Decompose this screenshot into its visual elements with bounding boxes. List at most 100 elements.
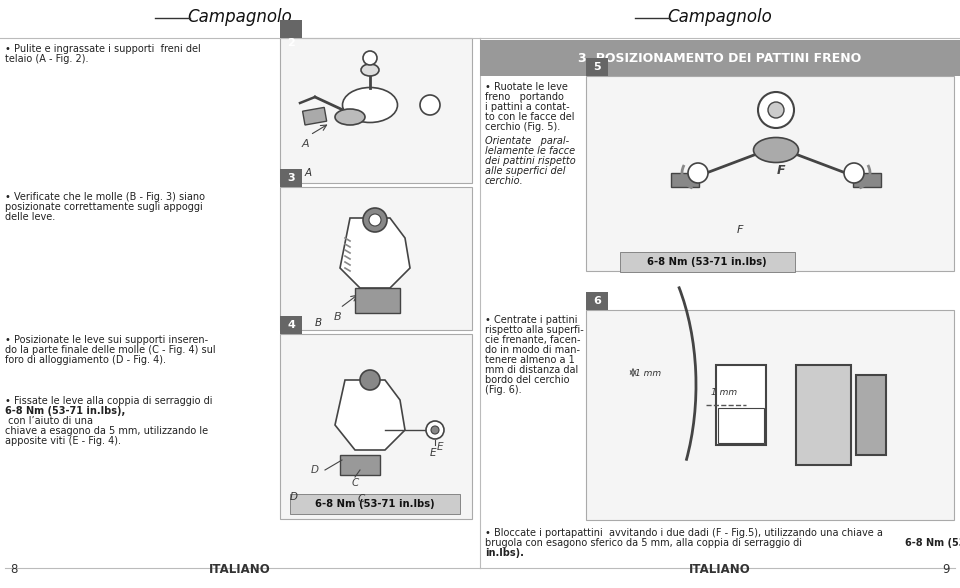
Text: 1 mm: 1 mm [635, 369, 661, 377]
Text: • Verificate che le molle (B - Fig. 3) siano: • Verificate che le molle (B - Fig. 3) s… [5, 192, 205, 202]
Polygon shape [335, 380, 405, 450]
Bar [586, 310, 954, 520]
Text: • Pulite e ingrassate i supporti  freni del: • Pulite e ingrassate i supporti freni d… [5, 44, 201, 54]
Ellipse shape [363, 51, 377, 65]
Text: 3: 3 [287, 173, 295, 183]
Bar [586, 58, 608, 76]
Bar [620, 252, 795, 272]
Text: 6: 6 [593, 296, 601, 306]
Circle shape [844, 163, 864, 183]
Text: brugola con esagono sferico da 5 mm, alla coppia di serraggio di: brugola con esagono sferico da 5 mm, all… [485, 538, 805, 548]
Bar [586, 76, 954, 271]
Text: C: C [358, 494, 365, 504]
Text: 6-8 Nm (53-71: 6-8 Nm (53-71 [905, 538, 960, 548]
Ellipse shape [754, 138, 799, 162]
Text: in.lbs).: in.lbs). [485, 548, 524, 558]
Bar [340, 455, 380, 475]
Bar [716, 365, 766, 445]
Bar [671, 173, 699, 187]
Text: telaio (A - Fig. 2).: telaio (A - Fig. 2). [5, 54, 88, 64]
Text: posizionate correttamente sugli appoggi: posizionate correttamente sugli appoggi [5, 202, 203, 212]
Text: cerchio (Fig. 5).: cerchio (Fig. 5). [485, 122, 561, 132]
Bar [280, 316, 302, 334]
Text: foro di alloggiamento (D - Fig. 4).: foro di alloggiamento (D - Fig. 4). [5, 355, 166, 365]
Text: (Fig. 6).: (Fig. 6). [485, 385, 521, 395]
Bar [280, 20, 302, 38]
Text: 6-8 Nm (53-71 in.lbs),: 6-8 Nm (53-71 in.lbs), [5, 406, 125, 416]
Text: freno   portando: freno portando [485, 92, 564, 102]
Text: i pattini a contat-: i pattini a contat- [485, 102, 569, 112]
Circle shape [768, 102, 784, 118]
Text: to con le facce del: to con le facce del [485, 112, 574, 122]
Text: mm di distanza dal: mm di distanza dal [485, 365, 578, 375]
Text: D: D [290, 492, 298, 502]
Text: Orientate   paral-: Orientate paral- [485, 136, 569, 146]
Text: E: E [430, 448, 437, 458]
Text: A: A [305, 168, 312, 178]
Text: cie frenante, facen-: cie frenante, facen- [485, 335, 581, 345]
Bar [718, 408, 764, 443]
Text: 1 mm: 1 mm [711, 388, 737, 397]
Bar [280, 38, 472, 183]
Text: tenere almeno a 1: tenere almeno a 1 [485, 355, 575, 365]
Text: 5: 5 [593, 62, 601, 72]
Text: chiave a esagono da 5 mm, utilizzando le: chiave a esagono da 5 mm, utilizzando le [5, 426, 208, 436]
Bar [280, 169, 302, 187]
Text: 2: 2 [287, 38, 295, 48]
Bar [856, 375, 886, 455]
Bar [290, 494, 460, 514]
Text: do la parte finale delle molle (C - Fig. 4) sul: do la parte finale delle molle (C - Fig.… [5, 345, 216, 355]
Bar [280, 187, 472, 330]
Text: D: D [311, 465, 319, 475]
Text: F: F [737, 225, 743, 235]
Text: Campagnolo: Campagnolo [667, 8, 773, 26]
Ellipse shape [343, 88, 397, 122]
Circle shape [363, 208, 387, 232]
Text: bordo del cerchio: bordo del cerchio [485, 375, 569, 385]
Circle shape [426, 421, 444, 439]
Bar [280, 334, 472, 519]
Text: 9: 9 [943, 563, 950, 576]
Text: • Bloccate i portapattini  avvitando i due dadi (F - Fig.5), utilizzando una chi: • Bloccate i portapattini avvitando i du… [485, 528, 883, 538]
Text: 6-8 Nm (53-71 in.lbs): 6-8 Nm (53-71 in.lbs) [315, 499, 435, 509]
Text: • Centrate i pattini: • Centrate i pattini [485, 315, 578, 325]
Bar [796, 365, 851, 465]
Text: lelamente le facce: lelamente le facce [485, 146, 575, 156]
Text: rispetto alla superfi-: rispetto alla superfi- [485, 325, 584, 335]
Text: cerchio.: cerchio. [485, 176, 524, 186]
Circle shape [688, 163, 708, 183]
Circle shape [758, 92, 794, 128]
Polygon shape [340, 218, 410, 288]
Ellipse shape [335, 109, 365, 125]
Text: • Ruotate le leve: • Ruotate le leve [485, 82, 568, 92]
Bar [586, 292, 608, 310]
Ellipse shape [361, 64, 379, 76]
Text: dei pattini rispetto: dei pattini rispetto [485, 156, 576, 166]
Text: delle leve.: delle leve. [5, 212, 56, 222]
Circle shape [431, 426, 439, 434]
Text: 3. POSIZIONAMENTO DEI PATTINI FRENO: 3. POSIZIONAMENTO DEI PATTINI FRENO [578, 52, 862, 65]
Text: B: B [315, 318, 323, 328]
Text: 8: 8 [10, 563, 17, 576]
Bar [480, 40, 960, 76]
Circle shape [369, 214, 381, 226]
Text: B: B [334, 312, 342, 322]
Circle shape [420, 95, 440, 115]
Text: • Posizionate le leve sui supporti inseren-: • Posizionate le leve sui supporti inser… [5, 335, 208, 345]
Text: E: E [437, 442, 444, 452]
Text: 6-8 Nm (53-71 in.lbs): 6-8 Nm (53-71 in.lbs) [647, 257, 767, 267]
Text: A: A [301, 139, 309, 149]
Bar [853, 173, 881, 187]
Text: • Fissate le leve alla coppia di serraggio di: • Fissate le leve alla coppia di serragg… [5, 396, 212, 406]
Text: Campagnolo: Campagnolo [187, 8, 293, 26]
Text: ITALIANO: ITALIANO [689, 563, 751, 576]
Text: 4: 4 [287, 320, 295, 330]
Text: C: C [351, 478, 359, 488]
Text: con l’aiuto di una: con l’aiuto di una [5, 416, 93, 426]
Text: F: F [777, 163, 785, 176]
Text: apposite viti (E - Fig. 4).: apposite viti (E - Fig. 4). [5, 436, 121, 446]
Circle shape [360, 370, 380, 390]
Bar [355, 288, 400, 313]
Text: alle superfici del: alle superfici del [485, 166, 565, 176]
Text: ITALIANO: ITALIANO [209, 563, 271, 576]
